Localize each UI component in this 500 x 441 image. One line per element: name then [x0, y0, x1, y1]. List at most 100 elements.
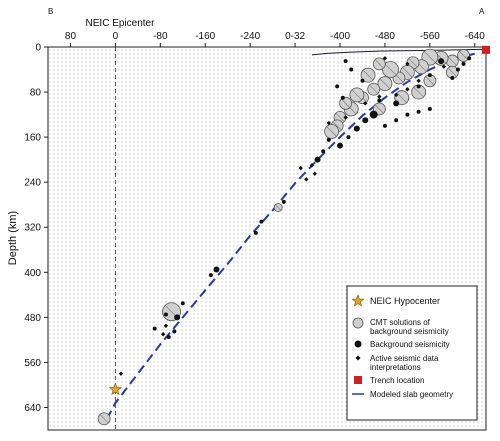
background-point	[393, 100, 400, 107]
legend-label: Background seismicity	[370, 340, 450, 349]
active-seismic-point	[416, 78, 421, 83]
active-seismic-point	[163, 323, 169, 329]
x-tick-label: 80	[65, 31, 77, 42]
y-tick-label: 640	[24, 403, 41, 414]
active-seismic-point	[309, 163, 315, 168]
cmt-point-mark	[447, 56, 457, 66]
x-tick-label: -560	[420, 31, 440, 42]
legend-label: Active seismic data	[370, 354, 439, 363]
background-point	[163, 312, 168, 317]
legend-background-icon	[354, 340, 362, 348]
background-point	[360, 78, 365, 83]
background-point	[405, 112, 410, 117]
background-point	[321, 149, 326, 154]
y-tick-label: 0	[35, 43, 41, 54]
active-seismic-point	[405, 61, 410, 67]
cmt-point-mark	[275, 204, 282, 211]
y-tick-label: 160	[24, 133, 41, 144]
background-point	[213, 266, 220, 273]
active-seismic-point	[405, 87, 410, 92]
background-point	[340, 95, 345, 100]
x-tick-label: -80	[153, 31, 168, 42]
background-point	[349, 67, 354, 72]
active-seismic-point	[377, 94, 382, 99]
background-point	[450, 75, 455, 80]
active-seismic-point	[304, 177, 309, 182]
background-point	[467, 56, 472, 61]
cmt-point-mark	[379, 78, 391, 89]
active-seismic-point	[363, 101, 368, 106]
cmt-point-mark	[374, 59, 384, 69]
background-point	[427, 106, 432, 111]
slab-surface-line	[311, 48, 486, 56]
background-point	[438, 58, 445, 65]
background-point	[326, 137, 331, 142]
legend-hypocenter-icon	[351, 294, 365, 307]
cmt-point-mark	[335, 112, 345, 122]
legend-title: NEIC Hypocenter	[370, 296, 440, 306]
active-seismic-point	[382, 56, 388, 61]
cmt-point-mark	[402, 67, 413, 78]
y-tick-label: 400	[24, 268, 41, 279]
x-tick-label: -240	[240, 31, 260, 42]
y-tick-label: 480	[24, 313, 41, 324]
corner-label-right: A	[479, 7, 485, 16]
background-point	[343, 59, 348, 64]
background-point	[314, 156, 321, 163]
seismicity-points	[97, 48, 472, 426]
cmt-point-mark	[396, 92, 407, 103]
cmt-point-mark	[326, 126, 337, 137]
background-point	[377, 98, 382, 103]
background-point	[253, 230, 258, 235]
active-seismic-point	[441, 64, 447, 69]
y-tick-label: 240	[24, 178, 41, 189]
legend-trench-icon	[354, 376, 362, 384]
legend-cmt-icon	[352, 317, 364, 329]
background-point	[416, 84, 421, 89]
background-point	[152, 326, 157, 331]
y-axis-ticks: 0 80 160 240 320 400 480 560 640	[24, 43, 48, 414]
background-point	[172, 329, 177, 334]
legend-active-icon	[355, 355, 361, 361]
legend-label: background seismicity	[370, 327, 449, 336]
background-point	[259, 219, 264, 224]
background-point	[337, 142, 343, 149]
background-point	[174, 314, 181, 321]
y-tick-label: 80	[30, 88, 42, 99]
background-point	[353, 125, 360, 132]
background-point	[166, 335, 171, 340]
background-point	[394, 118, 399, 123]
trench-marker	[482, 45, 490, 54]
legend: NEIC Hypocenter CMT solutions ofbackgroun…	[346, 285, 478, 421]
cmt-point-mark	[341, 98, 351, 108]
background-point	[335, 84, 340, 89]
background-point	[180, 301, 185, 306]
background-point	[382, 123, 387, 128]
cmt-point-mark	[99, 414, 109, 424]
background-point	[461, 61, 466, 66]
background-point	[362, 117, 369, 124]
background-point	[455, 67, 460, 72]
cmt-point-mark	[413, 86, 424, 98]
x-tick-label: 0	[113, 31, 119, 42]
hypocenter-marker	[108, 382, 122, 395]
active-seismic-point	[343, 115, 348, 120]
x-tick-label: -160	[195, 31, 215, 42]
modeled-slab-geometry	[106, 52, 476, 420]
background-point	[346, 135, 351, 140]
cmt-point-mark	[362, 70, 374, 81]
cmt-point-mark	[459, 51, 468, 60]
cmt-point-mark	[351, 89, 362, 100]
legend-label: interpretations	[370, 363, 421, 372]
cmt-point-mark	[374, 104, 384, 114]
markers	[108, 45, 490, 395]
y-tick-label: 560	[24, 358, 41, 369]
y-axis-label: Depth (km)	[7, 211, 19, 265]
background-point	[369, 110, 378, 119]
x-tick-label: 0-32	[285, 31, 305, 42]
active-seismic-point	[393, 92, 399, 98]
background-point	[208, 273, 213, 278]
x-tick-label: -400	[330, 31, 350, 42]
background-point	[427, 73, 432, 78]
